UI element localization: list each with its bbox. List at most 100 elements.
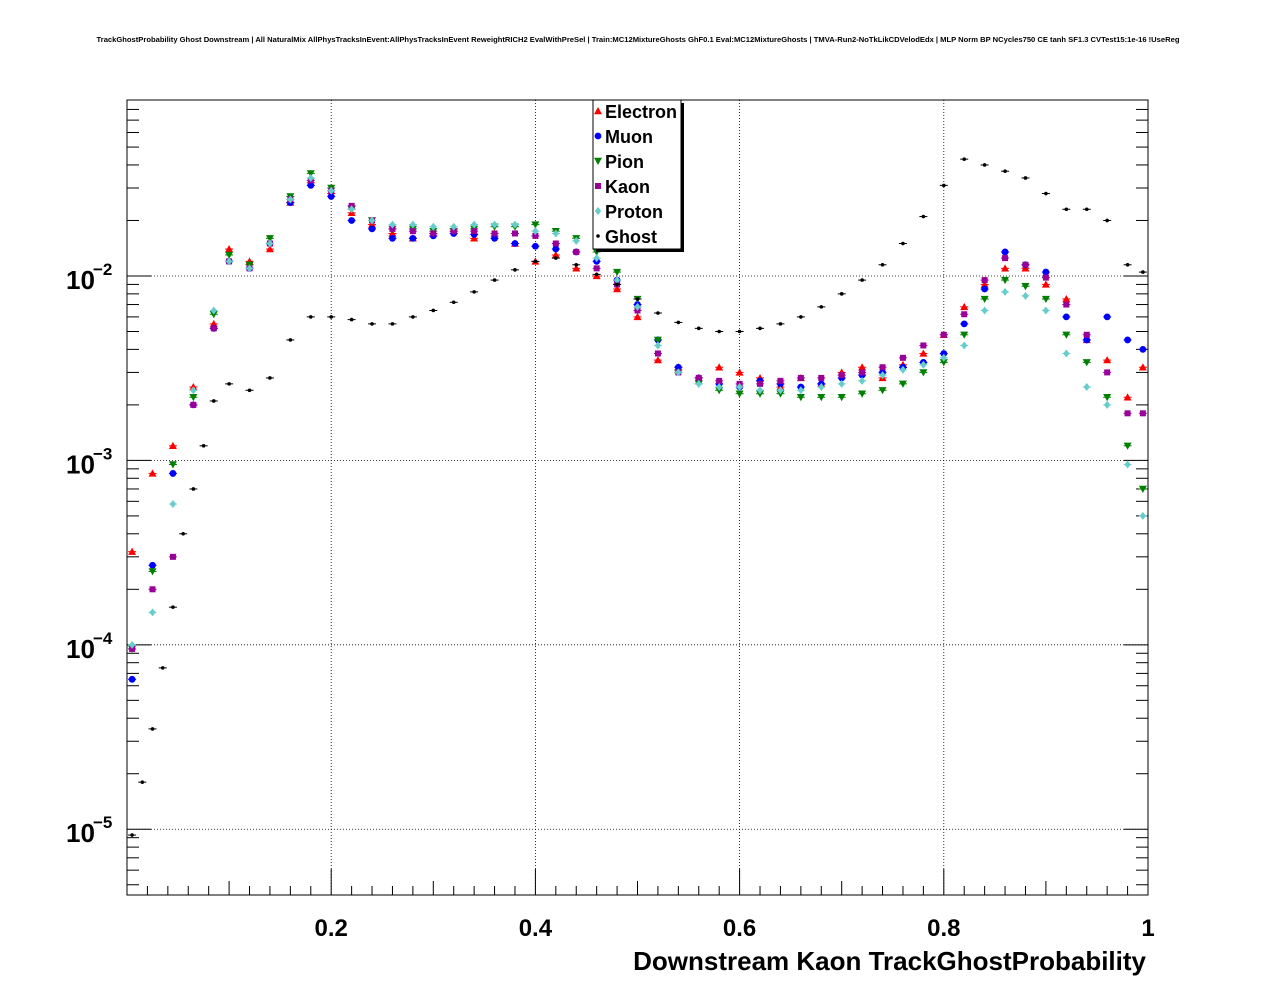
data-point xyxy=(552,229,560,238)
data-point xyxy=(1001,276,1010,285)
data-point xyxy=(982,163,987,167)
data-point xyxy=(1001,264,1010,272)
data-point xyxy=(268,376,272,380)
data-point xyxy=(940,350,948,357)
data-point xyxy=(348,205,355,214)
data-point xyxy=(470,220,478,229)
data-point xyxy=(594,272,599,277)
data-point xyxy=(675,368,682,377)
data-point xyxy=(409,228,416,235)
data-point xyxy=(898,380,907,388)
data-point xyxy=(962,157,967,161)
data-point xyxy=(470,234,479,242)
x-tick-label: 1 xyxy=(1141,915,1154,942)
data-point xyxy=(430,230,437,237)
data-point xyxy=(1001,248,1009,256)
data-point xyxy=(1138,485,1147,493)
data-point xyxy=(1041,280,1050,288)
data-point xyxy=(389,234,396,242)
data-point xyxy=(511,220,519,229)
data-point xyxy=(960,331,969,339)
legend-box xyxy=(592,99,682,250)
data-point xyxy=(201,444,206,448)
legend-marker xyxy=(594,207,602,215)
data-point xyxy=(1105,218,1109,223)
data-point xyxy=(635,297,640,301)
data-point xyxy=(349,317,354,322)
data-point xyxy=(389,220,396,229)
data-point xyxy=(552,240,559,247)
legend-label: Electron xyxy=(605,102,677,122)
data-point xyxy=(306,170,315,178)
data-point xyxy=(735,390,744,398)
data-point xyxy=(168,461,177,469)
data-point xyxy=(1063,349,1070,358)
data-point xyxy=(799,315,803,319)
data-point xyxy=(735,368,744,376)
data-point xyxy=(1044,191,1048,196)
y-tick-label: 10 xyxy=(66,265,95,295)
data-point xyxy=(129,645,136,652)
data-point xyxy=(817,394,826,402)
data-point xyxy=(148,469,157,477)
data-point xyxy=(1138,363,1147,371)
data-point xyxy=(169,500,177,509)
y-tick-exponent: −3 xyxy=(93,444,112,463)
data-point xyxy=(1022,291,1029,300)
data-point xyxy=(919,349,928,357)
data-point xyxy=(980,280,989,288)
data-point xyxy=(1124,410,1131,417)
data-point xyxy=(149,608,156,617)
data-marker-layer xyxy=(128,157,1147,837)
data-point xyxy=(307,173,314,182)
data-point xyxy=(209,319,218,328)
data-point xyxy=(1021,283,1030,291)
data-point xyxy=(225,257,233,266)
data-point xyxy=(696,326,701,331)
data-point xyxy=(837,394,846,402)
data-point xyxy=(634,302,641,311)
data-point xyxy=(1123,393,1132,401)
data-point xyxy=(1042,268,1050,276)
data-point xyxy=(287,195,294,204)
data-point xyxy=(1103,400,1111,409)
data-point xyxy=(653,336,662,344)
y-tick-label: 10 xyxy=(66,818,95,848)
series-muon xyxy=(128,181,1147,683)
x-axis-label: Downstream Kaon TrackGhostProbability xyxy=(633,946,1146,976)
legend: Electron Muon Pion Kaon Proton Ghost xyxy=(592,99,684,252)
data-point xyxy=(191,487,196,491)
data-point xyxy=(1083,383,1090,392)
data-point xyxy=(818,383,825,392)
data-point xyxy=(348,217,356,224)
data-point xyxy=(695,379,702,388)
data-point xyxy=(981,285,989,293)
data-point xyxy=(491,234,498,242)
data-point xyxy=(736,383,743,392)
data-point xyxy=(128,675,136,683)
data-point xyxy=(140,780,145,784)
legend-marker xyxy=(594,107,602,115)
data-point xyxy=(981,306,988,315)
data-point xyxy=(860,278,864,282)
data-point xyxy=(899,354,906,361)
data-point xyxy=(411,315,415,319)
data-point xyxy=(633,312,642,321)
data-point xyxy=(574,262,579,267)
data-point xyxy=(573,248,580,255)
data-point xyxy=(1003,169,1007,173)
data-point xyxy=(370,322,374,326)
data-point xyxy=(1001,287,1009,296)
data-point xyxy=(1104,369,1111,376)
x-tick-label: 0.6 xyxy=(723,915,756,942)
data-point xyxy=(150,727,155,731)
data-point xyxy=(329,315,334,319)
data-point xyxy=(676,320,681,325)
data-point xyxy=(265,235,274,243)
data-point xyxy=(572,264,581,272)
y-tick-exponent: −2 xyxy=(93,260,112,279)
data-point xyxy=(430,222,437,231)
data-point xyxy=(819,305,824,309)
data-point xyxy=(880,262,885,267)
data-point xyxy=(390,322,395,326)
